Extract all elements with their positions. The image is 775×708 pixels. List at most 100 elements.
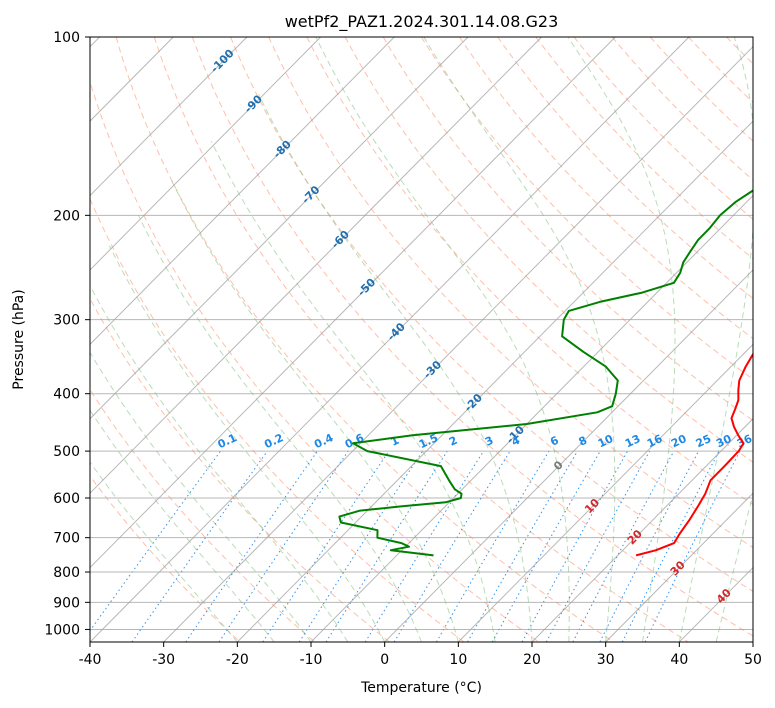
dry-adiabat-line bbox=[306, 37, 753, 506]
x-tick-label: 10 bbox=[449, 652, 467, 668]
isotherm-line bbox=[384, 269, 753, 642]
dry-adiabat-line bbox=[382, 37, 753, 422]
moist-adiabat-line bbox=[90, 284, 349, 642]
y-tick-label: 100 bbox=[53, 30, 80, 46]
mixing-ratio-label: 3 bbox=[483, 434, 495, 449]
moist-adiabat-line bbox=[258, 94, 533, 642]
mixing-ratio-label: 25 bbox=[694, 432, 713, 450]
dry-adiabat-line bbox=[611, 37, 753, 181]
mixing-ratio-line bbox=[131, 450, 268, 642]
dry-adiabat-line bbox=[649, 37, 753, 142]
mixing-ratio-line bbox=[621, 450, 720, 642]
x-tick-label: -10 bbox=[300, 652, 323, 668]
x-axis-label: Temperature (°C) bbox=[360, 680, 482, 696]
profile-lines bbox=[338, 189, 753, 557]
y-tick-label: 500 bbox=[53, 444, 80, 460]
mixing-ratio-label: 13 bbox=[623, 432, 642, 450]
moist-adiabat-line bbox=[315, 37, 570, 642]
mixing-ratio-label: 30 bbox=[714, 432, 734, 450]
moist-adiabat-line bbox=[210, 141, 496, 642]
x-tick-label: 50 bbox=[744, 652, 762, 668]
x-axis: -40 -30 -20 -10 0 10 20 30 40 50 bbox=[79, 642, 762, 668]
isotherm-line bbox=[90, 37, 321, 271]
x-tick-label: -40 bbox=[79, 652, 102, 668]
mixing-ratio-line bbox=[364, 450, 484, 642]
dry-adiabat-line bbox=[459, 37, 753, 340]
dry-adiabat-line bbox=[268, 37, 753, 549]
y-tick-label: 600 bbox=[53, 491, 80, 507]
isotherm-line bbox=[90, 37, 690, 642]
mixing-ratio-line bbox=[298, 450, 423, 642]
temperature-profile-line bbox=[635, 352, 753, 557]
mixing-ratio-label: 10 bbox=[596, 432, 616, 450]
isotherm-line bbox=[678, 566, 753, 642]
mixing-ratio-line bbox=[393, 450, 511, 642]
dry-adiabat-line bbox=[497, 37, 753, 300]
mixing-ratio-line bbox=[435, 450, 550, 642]
mixing-ratio-line bbox=[262, 450, 390, 642]
dry-adiabat-line bbox=[153, 37, 689, 642]
y-tick-label: 400 bbox=[53, 387, 80, 403]
moist-adiabat-line bbox=[137, 215, 422, 642]
dry-adiabat-line bbox=[535, 37, 753, 260]
mixing-ratio-line bbox=[218, 450, 349, 642]
isotherm-label-cold: -80 bbox=[271, 138, 294, 162]
isotherm-line bbox=[531, 418, 753, 642]
isotherm-line bbox=[90, 37, 616, 569]
isotherm-line bbox=[310, 194, 753, 642]
dry-adiabat-line bbox=[765, 37, 775, 642]
moist-adiabat-line bbox=[678, 37, 753, 642]
mixing-ratio-label: 20 bbox=[669, 432, 689, 450]
line-labels: -100-90-80-70-60-50-40-30-20-10010203040… bbox=[208, 47, 753, 607]
dry-adiabat-line bbox=[90, 79, 540, 642]
isotherm-line bbox=[605, 492, 753, 642]
dry-adiabat-line bbox=[90, 297, 390, 642]
moist-adiabat-line bbox=[108, 245, 386, 642]
dry-adiabat-line bbox=[420, 37, 753, 380]
isotherm-line bbox=[90, 37, 248, 197]
mixing-ratio-line bbox=[325, 450, 448, 642]
dewpoint-profile-line bbox=[338, 189, 753, 557]
x-tick-label: 30 bbox=[597, 652, 615, 668]
moist-adiabat-line bbox=[171, 180, 459, 642]
x-tick-label: 0 bbox=[380, 652, 389, 668]
isotherm-line bbox=[163, 46, 753, 642]
moist-adiabat-line bbox=[423, 37, 616, 642]
mixing-ratio-line bbox=[572, 450, 675, 642]
moist-adiabat-line bbox=[567, 37, 676, 642]
mixing-ratio-line bbox=[185, 450, 318, 642]
y-tick-label: 200 bbox=[53, 208, 80, 224]
dry-adiabat-line bbox=[344, 37, 753, 463]
moist-adiabat-line bbox=[90, 351, 312, 642]
x-tick-label: -20 bbox=[226, 652, 249, 668]
dry-adiabat-line bbox=[573, 37, 753, 220]
mixing-ratio-label: 0.1 bbox=[216, 431, 239, 451]
mixing-ratio-label: 0.4 bbox=[312, 431, 335, 451]
isotherm-line bbox=[90, 37, 542, 494]
y-axis-label: Pressure (hPa) bbox=[11, 289, 27, 389]
mixing-ratio-line bbox=[521, 450, 629, 642]
dry-adiabat-line bbox=[726, 37, 753, 65]
dry-adiabat-line bbox=[90, 197, 465, 642]
isotherm-line bbox=[457, 343, 753, 642]
moist-adiabat-line bbox=[90, 409, 275, 642]
plot-frame bbox=[89, 36, 754, 643]
y-tick-label: 800 bbox=[53, 565, 80, 581]
isotherm-line bbox=[90, 37, 395, 346]
moist-adiabat-line bbox=[90, 461, 238, 642]
y-tick-label: 700 bbox=[53, 531, 80, 547]
x-tick-label: -30 bbox=[152, 652, 175, 668]
x-tick-label: 40 bbox=[670, 652, 688, 668]
y-tick-label: 1000 bbox=[44, 622, 80, 638]
dry-adiabat-line bbox=[90, 475, 241, 642]
dry-adiabat-line bbox=[230, 37, 753, 592]
mixing-ratio-label: 2 bbox=[447, 434, 459, 449]
dry-adiabat-line bbox=[115, 37, 614, 642]
x-tick-label: 20 bbox=[523, 652, 541, 668]
mixing-ratio-label: 1 bbox=[389, 434, 401, 449]
y-tick-label: 300 bbox=[53, 313, 80, 329]
mixing-ratio-line bbox=[491, 450, 601, 642]
isotherm-line bbox=[236, 120, 753, 642]
chart-title: wetPf2_PAZ1.2024.301.14.08.G23 bbox=[285, 12, 559, 32]
